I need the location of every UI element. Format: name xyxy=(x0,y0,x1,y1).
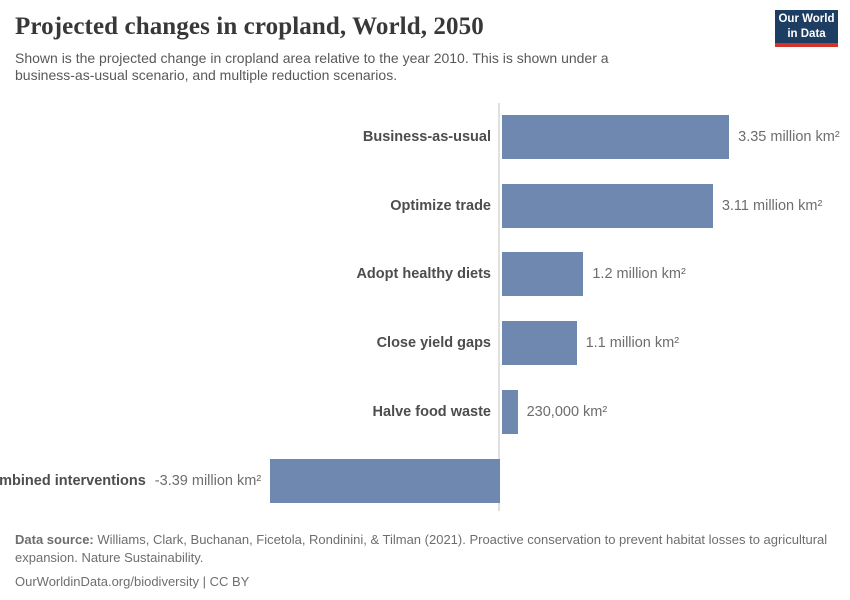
chart-subtitle: Shown is the projected change in croplan… xyxy=(15,50,609,84)
bar[interactable] xyxy=(270,458,500,503)
category-label: Adopt healthy diets xyxy=(356,266,491,283)
bar[interactable] xyxy=(502,321,577,366)
bar-row: Halve food waste 230,000 km² xyxy=(0,389,850,434)
footer-link[interactable]: OurWorldinData.org/biodiversity xyxy=(15,573,199,589)
value-label: -3.39 million km² xyxy=(154,472,262,489)
owid-logo: Our World in Data xyxy=(775,10,838,47)
value-label: 230,000 km² xyxy=(526,403,608,420)
category-label: Combined interventions xyxy=(0,472,146,489)
zero-axis-line xyxy=(498,103,500,511)
chart-header: Projected changes in cropland, World, 20… xyxy=(0,0,850,98)
bar-chart: Business-as-usual 3.35 million km² Optimiz… xyxy=(0,100,850,515)
chart-footer: Data source: Williams, Clark, Buchanan, … xyxy=(15,531,835,591)
footer-separator: | xyxy=(199,573,210,589)
value-label: 3.35 million km² xyxy=(738,129,840,145)
owid-logo-line2: in Data xyxy=(787,27,826,40)
bar-row: Adopt healthy diets 1.2 million km² xyxy=(0,252,850,297)
value-label: 1.1 million km² xyxy=(585,335,680,352)
value-label: 3.11 million km² xyxy=(721,197,823,214)
category-label: Close yield gaps xyxy=(376,335,491,352)
category-label: Optimize trade xyxy=(390,197,491,214)
bar[interactable] xyxy=(502,252,584,297)
bar[interactable] xyxy=(502,183,713,228)
bar[interactable] xyxy=(502,115,730,159)
category-label: Business-as-usual xyxy=(362,129,491,145)
footer-license: CC BY xyxy=(209,573,250,589)
bar-row: Business-as-usual 3.35 million km² xyxy=(0,115,850,159)
bar-row: Close yield gaps 1.1 million km² xyxy=(0,321,850,366)
bar-row: Optimize trade 3.11 million km² xyxy=(0,183,850,228)
owid-logo-line1: Our World xyxy=(778,13,835,26)
chart-title: Projected changes in cropland, World, 20… xyxy=(15,13,484,40)
value-label: 1.2 million km² xyxy=(592,266,686,283)
data-source-line: Data source: Williams, Clark, Buchanan, … xyxy=(15,531,835,567)
footer-link-line: OurWorldinData.org/biodiversity | CC BY xyxy=(15,573,835,591)
bar[interactable] xyxy=(502,389,518,434)
data-source-label: Data source: xyxy=(15,532,94,547)
data-source-text: Williams, Clark, Buchanan, Ficetola, Ron… xyxy=(15,532,828,565)
bar-row: Combined interventions -3.39 million km² xyxy=(0,458,850,503)
category-label: Halve food waste xyxy=(372,403,491,420)
